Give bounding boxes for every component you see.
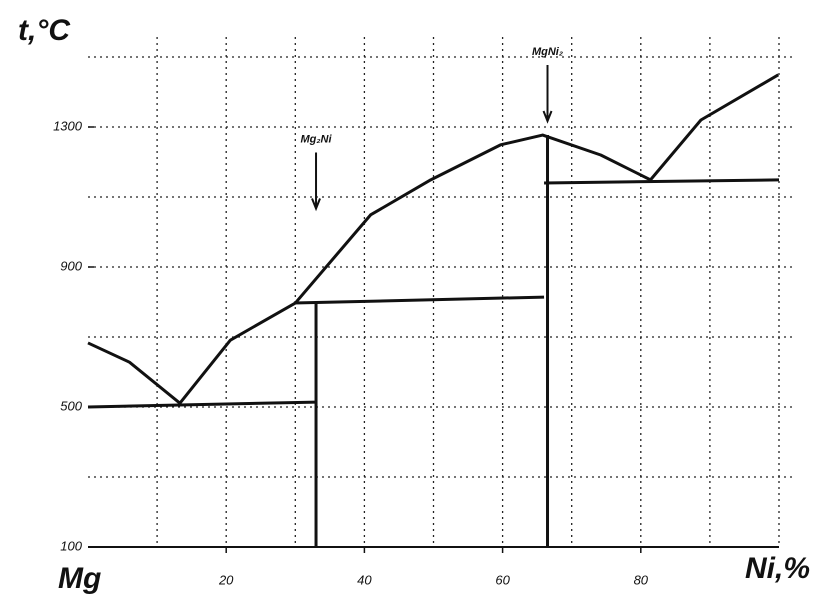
y-tick-label: 1300 <box>53 118 83 133</box>
x-axis-label: Ni,% <box>745 552 810 585</box>
annotation: Mg₂Ni <box>300 133 332 145</box>
y-tick-label: 900 <box>60 258 82 273</box>
y-tick-label: 100 <box>60 538 82 553</box>
x-tick-label: 60 <box>495 572 510 587</box>
y-tick-label: 500 <box>60 398 82 413</box>
x-tick-label: 80 <box>634 572 649 587</box>
annotation-arrowhead <box>311 198 321 212</box>
phase-line <box>544 178 780 185</box>
x-tick-label: 20 <box>218 572 234 587</box>
annotation-arrowhead <box>542 110 553 124</box>
y-axis-label: t,°C <box>18 14 71 47</box>
annotation: MgNi₂ <box>532 46 563 58</box>
phase-line <box>87 73 780 405</box>
phase-line <box>293 295 545 305</box>
phase-line <box>87 400 317 409</box>
x-tick-label: 40 <box>357 572 372 587</box>
x-start-label: Mg <box>58 562 101 595</box>
